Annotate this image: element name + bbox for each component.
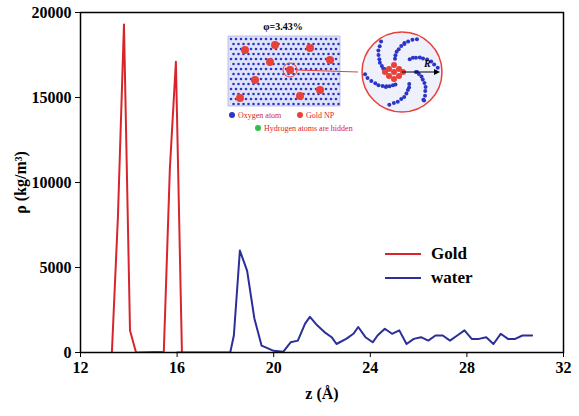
svg-text:φ=3.43%: φ=3.43% — [263, 21, 302, 32]
svg-text:Hydrogen atoms are hidden: Hydrogen atoms are hidden — [264, 124, 353, 133]
svg-text:20: 20 — [266, 359, 282, 376]
svg-text:0: 0 — [64, 344, 72, 361]
svg-text:20000: 20000 — [32, 4, 72, 21]
svg-text:z (Å): z (Å) — [305, 385, 338, 403]
svg-text:28: 28 — [459, 359, 475, 376]
html-text:Gold: Gold — [431, 244, 467, 263]
svg-text:15000: 15000 — [32, 89, 72, 106]
svg-text:5000: 5000 — [40, 259, 72, 276]
svg-text:16: 16 — [169, 359, 185, 376]
svg-text:12: 12 — [73, 359, 89, 376]
svg-text:24: 24 — [362, 359, 378, 376]
svg-text:10000: 10000 — [32, 174, 72, 191]
svg-text:ρ (kg/m³): ρ (kg/m³) — [12, 151, 30, 214]
svg-text:Oxygen atom: Oxygen atom — [238, 111, 282, 120]
svg-text:R: R — [423, 58, 431, 69]
svg-text:Gold NP: Gold NP — [306, 111, 335, 120]
svg-text:32: 32 — [556, 359, 572, 376]
html-text:water: water — [431, 268, 473, 287]
